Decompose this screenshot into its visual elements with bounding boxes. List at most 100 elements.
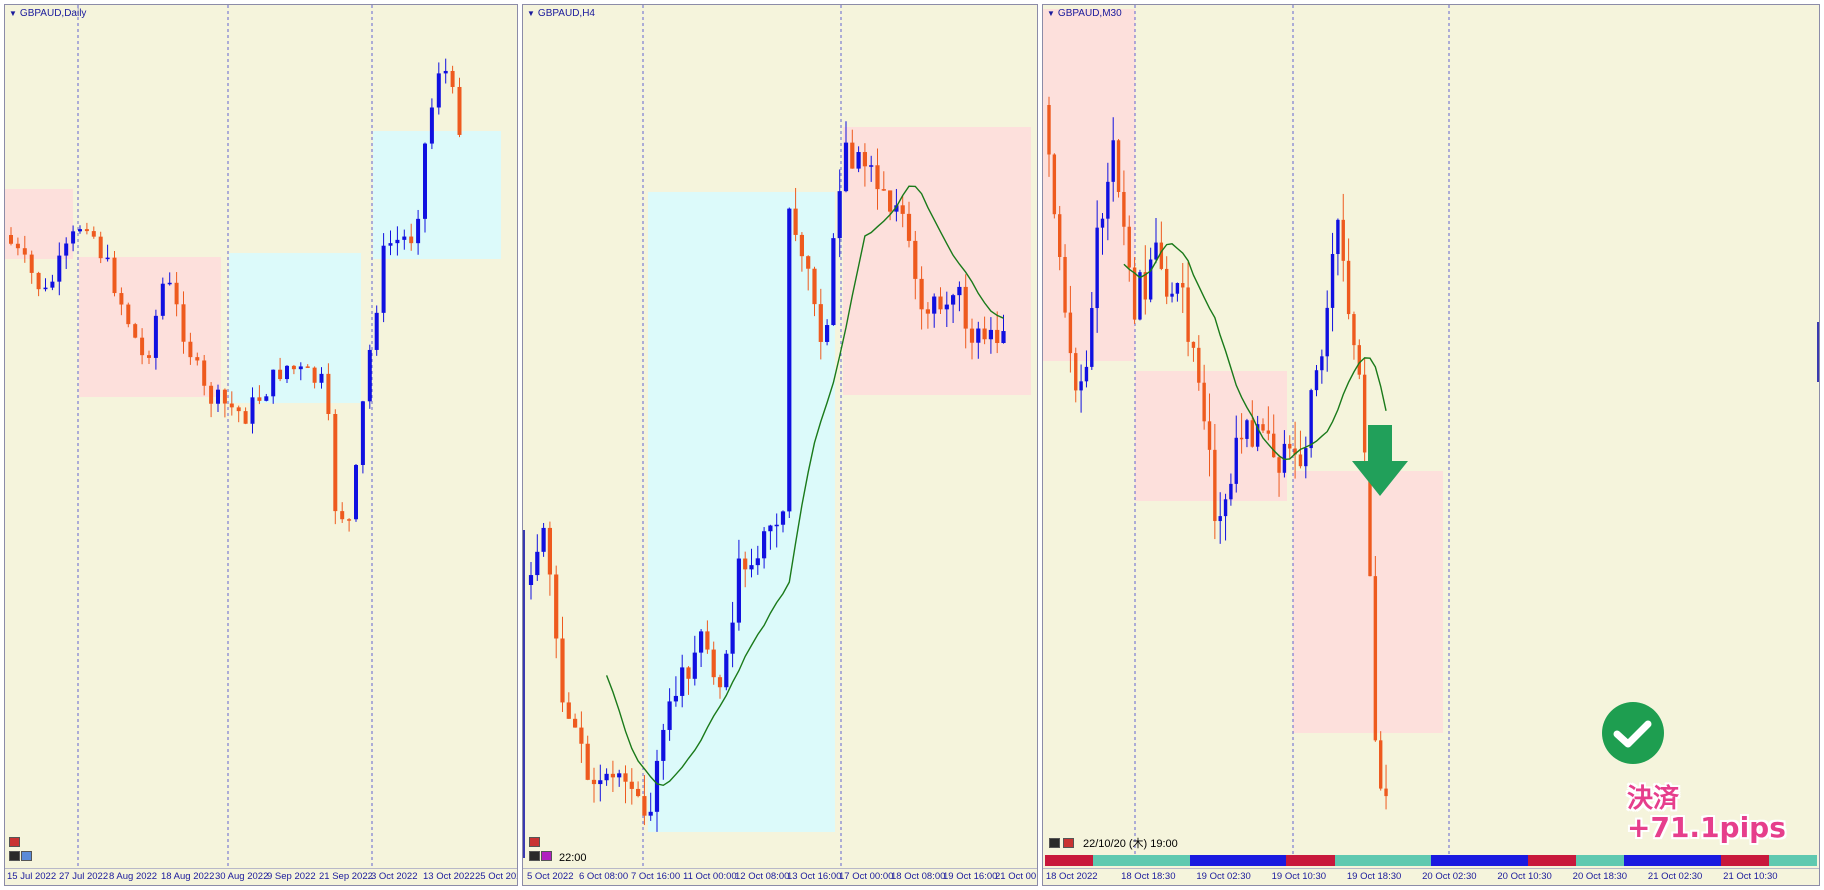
date-tick-label: 21 Oct 10:30	[1723, 871, 1778, 882]
bear-candle	[969, 328, 975, 343]
bull-candle	[932, 296, 937, 314]
chart-canvas-m30[interactable]	[1043, 5, 1820, 886]
panel-control-button-daily-2[interactable]	[9, 851, 20, 861]
bear-candle	[195, 357, 200, 361]
bear-candle	[347, 519, 352, 521]
bull-candle	[167, 282, 172, 285]
strength-segment	[1189, 855, 1238, 866]
bull-candle	[429, 107, 434, 144]
bear-candle	[1207, 421, 1212, 450]
bear-candle	[450, 70, 455, 87]
bear-candle	[133, 324, 138, 338]
bear-candle	[1047, 105, 1051, 155]
chart-panel-m30[interactable]: ▼ GBPAUD,M30 22/10/20 (木) 19:00 決済 +71.1p…	[1042, 4, 1820, 886]
bear-candle	[982, 328, 987, 340]
bull-candle	[1282, 443, 1287, 473]
bear-candle	[717, 677, 723, 688]
bull-candle	[825, 325, 830, 342]
bear-candle	[91, 231, 96, 237]
bull-candle	[604, 773, 609, 781]
demand-zone	[373, 131, 501, 259]
chart-panel-h4[interactable]: ▼ GBPAUD,H4 22:00 5 Oct 2022 6 Oct 08:00 7 …	[522, 4, 1038, 886]
bull-candle	[1175, 283, 1180, 294]
supply-zone	[1043, 9, 1135, 361]
bull-candle	[762, 531, 767, 559]
bull-candle	[780, 511, 786, 525]
bull-candle	[894, 205, 899, 212]
bull-candle	[354, 464, 358, 520]
scroll-indicator-m30-right[interactable]	[1817, 322, 1819, 382]
bull-candle	[298, 366, 303, 370]
panel-control-button-daily-3[interactable]	[21, 851, 32, 861]
bull-candle	[648, 811, 653, 816]
bear-candle	[1239, 437, 1244, 440]
date-tick-label: 18 Oct 08:00	[891, 871, 946, 882]
date-tick-label: 19 Oct 02:30	[1196, 871, 1251, 882]
date-tick-label: 25 Oct 2022	[475, 871, 517, 882]
bear-candle	[1074, 353, 1078, 391]
chart-canvas-daily[interactable]	[5, 5, 518, 886]
bull-candle	[402, 236, 407, 240]
bull-candle	[1330, 254, 1335, 308]
date-tick-label: 17 Oct 00:00	[839, 871, 894, 882]
bear-candle	[1213, 449, 1217, 522]
bull-candle	[1154, 242, 1158, 260]
bull-candle	[957, 286, 962, 296]
bull-candle	[105, 257, 110, 260]
date-tick-label: 5 Oct 2022	[527, 871, 574, 882]
bull-candle	[1079, 381, 1083, 391]
bear-candle	[862, 152, 867, 167]
bear-candle	[1357, 345, 1361, 375]
strength-segment	[1624, 855, 1673, 866]
chart-canvas-h4[interactable]	[523, 5, 1038, 886]
bull-candle	[1320, 356, 1324, 371]
strength-segment	[1720, 855, 1769, 866]
bear-candle	[881, 189, 886, 191]
bull-candle	[43, 287, 48, 290]
bull-candle	[1223, 499, 1228, 517]
demand-zone	[648, 192, 835, 832]
bear-candle	[312, 367, 317, 383]
bull-candle	[153, 315, 158, 358]
bull-candle	[388, 243, 393, 246]
strength-segment	[1093, 855, 1142, 866]
bull-candle	[71, 231, 76, 244]
bear-candle	[1384, 788, 1388, 797]
chart-panel-daily[interactable]: ▼ GBPAUD,Daily 15 Jul 2022 27 Jul 2022 8 Au…	[4, 4, 518, 886]
bear-candle	[1159, 242, 1164, 269]
panel-control-button-m30-1[interactable]	[1049, 838, 1060, 848]
date-tick-label: 3 Oct 2022	[371, 871, 418, 882]
date-tick-label: 18 Oct 18:30	[1121, 871, 1176, 882]
bear-candle	[1373, 576, 1378, 741]
scroll-indicator-h4[interactable]	[523, 530, 525, 858]
bear-candle	[995, 329, 1000, 344]
bear-candle	[84, 229, 89, 232]
bear-candle	[875, 165, 880, 190]
panel-control-button-m30-2[interactable]	[1063, 838, 1074, 848]
bear-candle	[799, 234, 804, 257]
date-tick-label: 9 Sep 2022	[267, 871, 316, 882]
bull-candle	[1336, 219, 1340, 255]
bull-candle	[374, 312, 379, 350]
bull-candle	[64, 243, 69, 256]
bear-candle	[1063, 256, 1067, 313]
bear-candle	[291, 365, 296, 370]
bull-candle	[692, 652, 697, 679]
panel-control-button-h4-2[interactable]	[529, 851, 540, 861]
bull-candle	[749, 565, 754, 570]
panel-control-button-h4-3[interactable]	[541, 851, 552, 861]
bull-candle	[680, 667, 685, 696]
bull-candle	[50, 281, 55, 288]
bull-candle	[57, 255, 62, 282]
bear-candle	[566, 702, 571, 719]
bear-candle	[913, 240, 918, 279]
bull-candle	[443, 70, 448, 74]
bear-candle	[1197, 347, 1201, 383]
bull-candle	[367, 349, 372, 402]
date-tick-label: 13 Oct 16:00	[787, 871, 842, 882]
bull-candle	[869, 165, 874, 167]
bull-candle	[216, 389, 220, 404]
panel-control-button-h4-1[interactable]	[529, 837, 540, 847]
panel-control-button-daily-1[interactable]	[9, 837, 20, 847]
strength-segment	[1575, 855, 1624, 866]
